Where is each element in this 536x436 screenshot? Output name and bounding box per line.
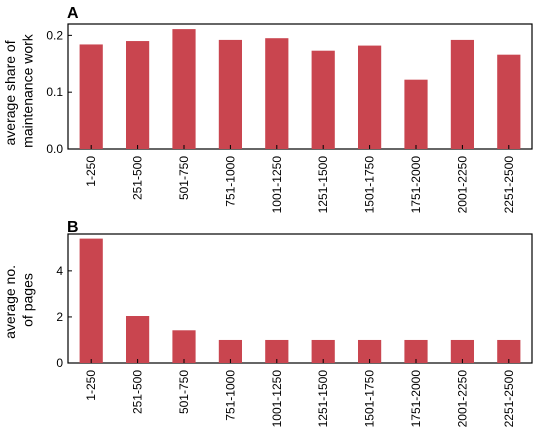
y-axis-label-b-line-2: of pages — [20, 273, 36, 327]
y-axis-label-a-line-1: average share of — [2, 40, 18, 145]
x-tick-label-b-8: 2001-2250 — [455, 370, 469, 428]
x-tick-label-a-0: 1-250 — [84, 156, 98, 187]
x-tick-label-b-6: 1501-1750 — [363, 370, 377, 428]
x-tick-label-b-2: 501-750 — [177, 370, 191, 414]
x-tick-label-a-5: 1251-1500 — [316, 156, 330, 214]
bar-b-6 — [358, 339, 382, 363]
x-tick-label-a-9: 2251-2500 — [502, 156, 516, 214]
bar-b-5 — [311, 339, 335, 363]
y-axis-label-b: average no. of pages — [2, 261, 36, 339]
bar-a-9 — [497, 54, 521, 149]
bar-b-7 — [404, 339, 428, 363]
x-tick-label-b-7: 1751-2000 — [409, 370, 423, 428]
y-axis-label-a: average share of maintenance work — [2, 33, 36, 148]
y-axis-label-a-line-2: maintenance work — [20, 33, 36, 148]
x-tick-label-b-9: 2251-2500 — [502, 370, 516, 428]
x-tick-label-a-2: 501-750 — [177, 156, 191, 200]
panel-b: B average no. of pages 1-250 251-500 501-7… — [2, 219, 533, 428]
bar-a-5 — [311, 50, 335, 150]
bar-b-0 — [79, 238, 103, 363]
y-axis-label-b-line-1: average no. — [2, 265, 18, 339]
bar-a-1 — [126, 41, 150, 149]
bar-b-9 — [497, 339, 521, 363]
x-tick-label-a-1: 251-500 — [131, 156, 145, 200]
x-tick-label-b-5: 1251-1500 — [316, 370, 330, 428]
bar-a-8 — [450, 39, 474, 149]
x-tick-label-a-6: 1501-1750 — [363, 156, 377, 214]
y-tick-label-b-2: 4 — [56, 264, 63, 278]
bar-b-3 — [218, 339, 242, 363]
x-tick-label-b-0: 1-250 — [84, 370, 98, 401]
bar-b-4 — [265, 339, 289, 363]
bar-b-8 — [450, 339, 474, 363]
plot-frame-a — [67, 23, 533, 150]
x-tick-label-b-3: 751-1000 — [223, 370, 237, 421]
bar-a-6 — [358, 45, 382, 150]
x-tick-label-a-8: 2001-2250 — [455, 156, 469, 214]
y-tick-label-a-0: 0.0 — [46, 142, 63, 156]
x-tick-label-a-4: 1001-1250 — [270, 156, 284, 214]
y-tick-label-b-1: 2 — [56, 310, 63, 324]
panel-label-a: A — [67, 5, 79, 22]
bar-a-0 — [79, 44, 103, 150]
y-tick-label-a-1: 0.1 — [46, 85, 63, 99]
bar-a-7 — [404, 79, 428, 149]
y-tick-label-a-2: 0.2 — [46, 28, 63, 42]
x-tick-label-a-3: 751-1000 — [223, 156, 237, 207]
bar-a-4 — [265, 38, 289, 150]
plot-frame-b — [67, 233, 533, 364]
x-tick-label-b-4: 1001-1250 — [270, 370, 284, 428]
bar-a-3 — [218, 39, 242, 149]
x-tick-label-b-1: 251-500 — [131, 370, 145, 414]
bar-b-1 — [126, 316, 150, 363]
bar-b-2 — [172, 330, 196, 363]
panel-label-b: B — [67, 219, 79, 236]
y-tick-label-b-0: 0 — [56, 356, 63, 370]
bar-a-2 — [172, 29, 196, 149]
x-tick-label-a-7: 1751-2000 — [409, 156, 423, 214]
panel-a: A average share of maintenance work 1-25… — [2, 5, 533, 214]
